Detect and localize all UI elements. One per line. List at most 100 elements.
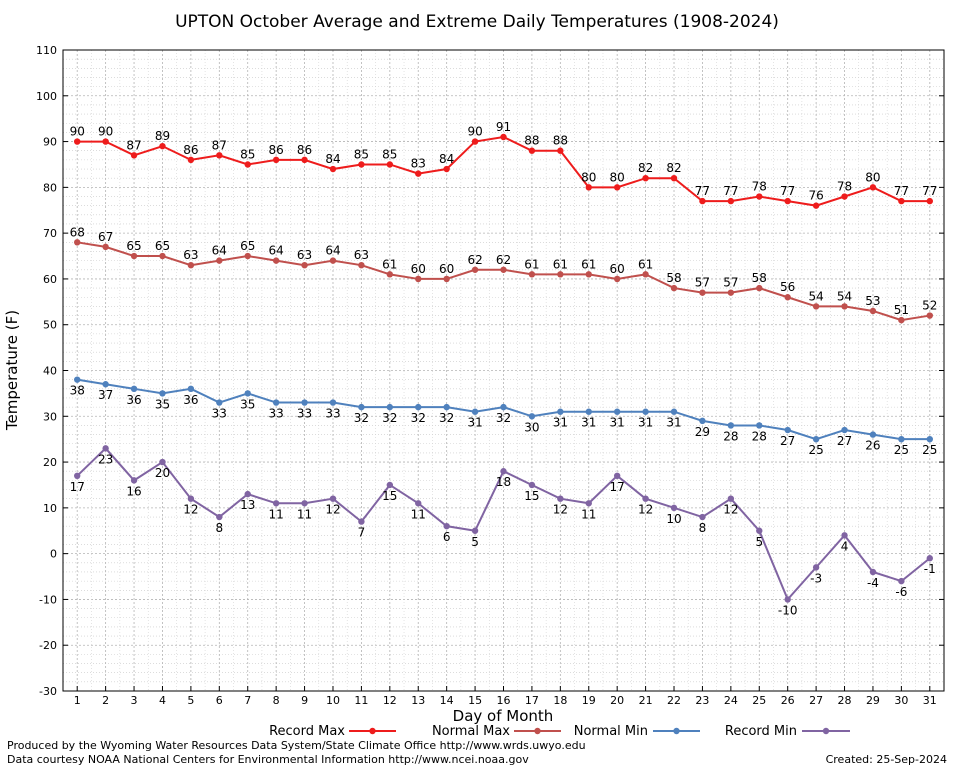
normal-min-point [898,435,905,443]
record-max-point [443,165,450,173]
record-max-data-label: 91 [496,120,511,134]
x-tick-label: 10 [326,694,340,707]
x-tick-label: 6 [216,694,223,707]
record-min-point [727,495,735,502]
record-min-point [841,532,848,539]
x-tick-label: 4 [159,694,166,707]
record-min-point [358,518,365,525]
record-min-point [329,495,337,502]
normal-max-point [415,275,422,283]
x-tick-label: 5 [187,694,194,707]
record-min-data-label: 12 [638,503,653,517]
record-max-point [642,175,649,182]
normal-max-data-label: 51 [894,303,909,317]
normal-max-data-label: 54 [837,289,852,303]
normal-max-data-label: 57 [695,276,710,290]
record-max-data-label: 87 [212,138,227,152]
y-tick-label: 50 [43,319,57,332]
record-min-point [699,513,706,521]
legend-marker-record-min [822,727,830,735]
normal-max-point [500,266,507,273]
normal-max-point [329,257,337,264]
normal-min-point [159,390,166,397]
created-date: Created: 25-Sep-2024 [826,753,947,766]
normal-min-point [415,403,422,411]
record-min-point [386,481,394,489]
normal-max-point [301,261,308,269]
x-tick-label: 25 [752,694,766,707]
record-max-point [756,193,763,200]
record-max-point [528,147,536,154]
record-min-data-label: 12 [553,503,568,517]
normal-max-point [244,252,251,260]
normal-min-data-label: 31 [553,416,568,430]
normal-min-point [528,413,536,420]
normal-min-data-label: 27 [780,434,795,448]
normal-min-data-label: 28 [752,429,767,443]
normal-min-point [443,403,450,411]
record-min-data-label: 11 [581,507,596,521]
record-min-data-label: 11 [411,507,426,521]
normal-max-data-label: 64 [269,244,284,258]
y-tick-label: -10 [39,593,57,606]
record-max-data-label: 88 [553,134,568,148]
record-max-data-label: 80 [610,170,625,184]
legend-marker-normal-min [673,727,680,735]
record-max-data-label: 86 [297,143,312,157]
normal-min-point [784,426,791,434]
normal-max-point [926,312,933,319]
record-min-point [784,596,791,603]
normal-max-point [159,252,166,260]
normal-max-data-label: 52 [922,299,937,313]
normal-min-point [301,399,308,406]
record-max-point [898,197,905,205]
normal-min-data-label: 36 [183,393,198,407]
record-min-point [642,495,649,502]
record-max-point [329,165,337,173]
normal-max-data-label: 60 [610,262,625,276]
normal-min-point [926,435,933,443]
record-min-point [159,458,166,466]
normal-max-data-label: 57 [723,276,738,290]
normal-min-data-label: 33 [212,407,227,421]
y-tick-label: 10 [43,502,57,515]
normal-max-data-label: 60 [411,262,426,276]
normal-min-point [130,385,138,393]
normal-min-data-label: 32 [411,411,426,425]
record-min-data-label: 17 [70,480,85,494]
record-max-point [585,184,592,191]
normal-min-data-label: 25 [922,443,937,457]
normal-min-point [358,403,365,411]
normal-min-point [216,399,223,406]
x-tick-label: 19 [582,694,596,707]
record-max-point [358,161,365,168]
normal-min-data-label: 31 [638,416,653,430]
normal-max-point [898,316,905,324]
record-max-point [272,156,280,164]
record-min-point [869,568,877,576]
series [74,133,933,603]
normal-max-point [557,271,564,278]
record-max-data-label: 90 [467,125,482,139]
record-max-point [926,197,933,205]
record-max-data-label: 80 [865,170,880,184]
normal-min-data-label: 31 [467,416,482,430]
record-min-data-label: 4 [841,539,849,553]
record-min-point [613,472,621,480]
y-tick-label: 40 [43,365,57,378]
record-max-point [613,184,621,191]
record-max-data-label: 88 [524,134,539,148]
normal-min-data-label: 32 [496,411,511,425]
record-max-point [869,184,877,191]
record-min-data-label: 13 [240,498,255,512]
normal-min-point [585,408,592,415]
normal-max-data-label: 61 [553,257,568,271]
record-max-data-label: 86 [183,143,198,157]
record-min-point [756,527,763,534]
normal-max-data-label: 62 [496,253,511,267]
normal-max-data-label: 63 [297,248,312,262]
record-max-data-label: 80 [581,170,596,184]
record-min-data-label: 12 [325,503,340,517]
record-min-point [528,481,536,489]
